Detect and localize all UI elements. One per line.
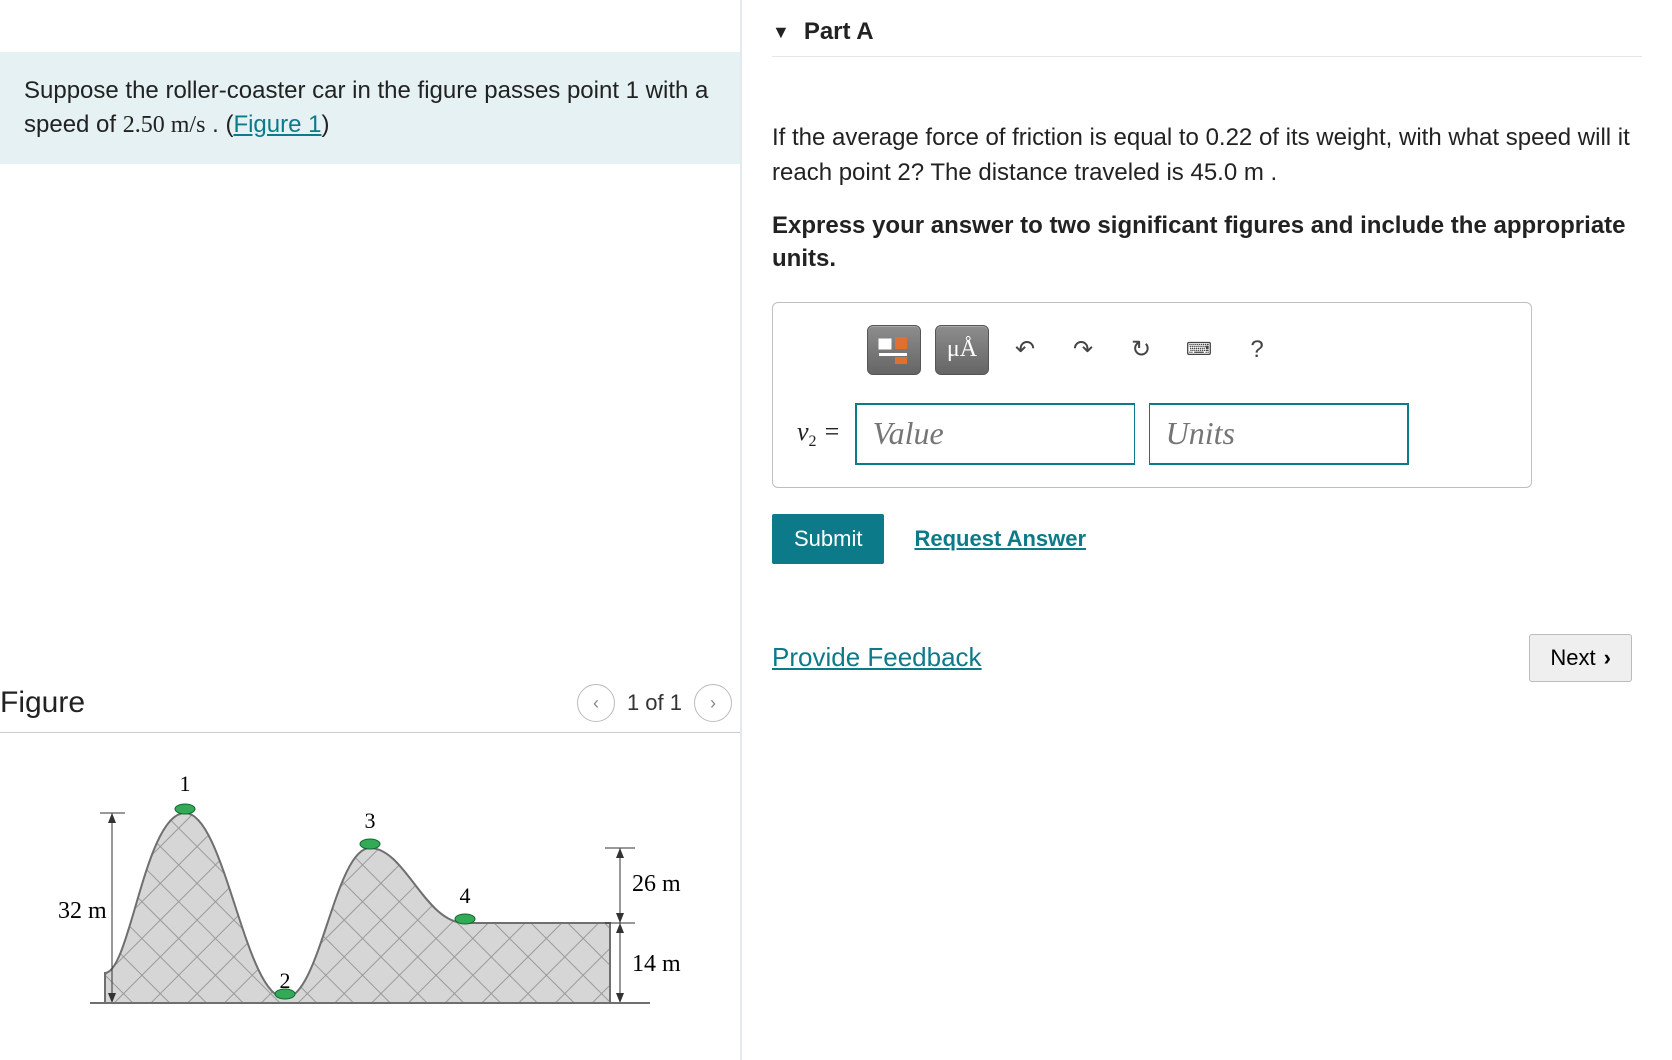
figure-pager-text: 1 of 1 [627,690,682,716]
figure-diagram: 1 2 3 4 32 m 26 m [0,733,740,1038]
problem-text-3: ) [321,111,329,138]
var-eq: = [817,417,841,446]
question-text: If the average force of friction is equa… [772,121,1642,191]
redo-button[interactable]: ↷ [1061,325,1105,375]
var-sub: 2 [809,433,817,450]
collapse-icon: ▼ [772,22,790,43]
reset-icon: ↻ [1131,335,1151,364]
part-header[interactable]: ▼ Part A [772,8,1642,57]
value-input[interactable] [855,403,1135,465]
figure-title: Figure [0,686,85,720]
units-symbols-button[interactable]: μÅ [935,325,989,375]
svg-text:2: 2 [280,968,291,993]
next-button[interactable]: Next › [1529,634,1632,682]
variable-label: v2 = [797,417,841,451]
keyboard-icon: ⌨ [1186,339,1212,360]
redo-icon: ↷ [1073,335,1093,364]
problem-text-2: . ( [205,111,233,138]
keyboard-button[interactable]: ⌨ [1177,325,1221,375]
svg-text:3: 3 [365,808,376,833]
chevron-right-icon: › [1604,645,1611,671]
answer-toolbar: μÅ ↶ ↷ ↻ ⌨ ? [867,325,1507,375]
figure-prev-button[interactable]: ‹ [577,684,615,722]
instruction-text: Express your answer to two significant f… [772,209,1642,276]
help-icon: ? [1250,336,1263,364]
reset-button[interactable]: ↻ [1119,325,1163,375]
undo-button[interactable]: ↶ [1003,325,1047,375]
problem-statement: Suppose the roller-coaster car in the fi… [0,52,740,164]
request-answer-link[interactable]: Request Answer [914,526,1086,552]
units-btn-label: μÅ [947,336,977,363]
submit-button[interactable]: Submit [772,514,884,564]
undo-icon: ↶ [1015,335,1035,364]
units-input[interactable] [1149,403,1409,465]
next-label: Next [1550,645,1595,671]
svg-text:32 m: 32 m [58,898,107,924]
svg-text:1: 1 [180,773,191,796]
part-label: Part A [804,18,874,46]
help-button[interactable]: ? [1235,325,1279,375]
svg-text:4: 4 [460,883,471,908]
templates-button[interactable] [867,325,921,375]
figure-pager: ‹ 1 of 1 › [577,684,732,722]
var-v: v [797,417,809,446]
svg-text:14 m: 14 m [632,951,681,977]
figure-link[interactable]: Figure 1 [233,111,321,138]
figure-next-button[interactable]: › [694,684,732,722]
problem-speed: 2.50 m/s [123,112,206,138]
svg-text:26 m: 26 m [632,871,681,897]
provide-feedback-link[interactable]: Provide Feedback [772,642,982,673]
answer-panel: μÅ ↶ ↷ ↻ ⌨ ? v2 = [772,302,1532,488]
